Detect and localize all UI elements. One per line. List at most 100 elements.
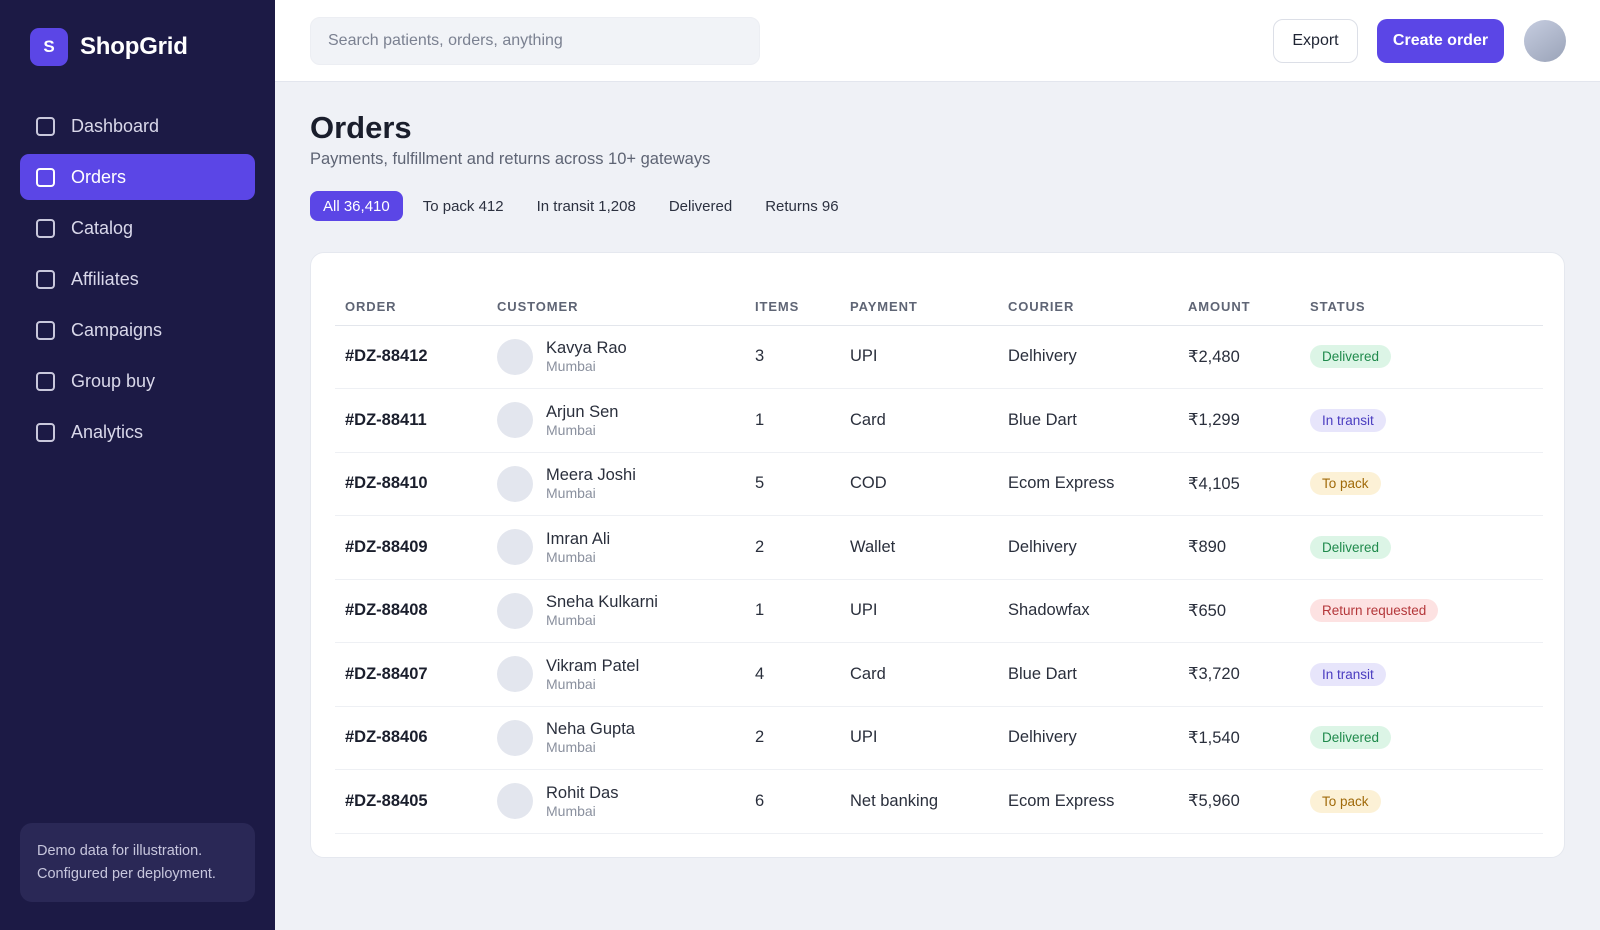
order-amount: ₹4,105 <box>1178 452 1300 516</box>
payment-method: Wallet <box>840 515 998 580</box>
table-row[interactable]: #DZ-88411 Arjun Sen Mumbai 1 Card Blue D… <box>335 388 1543 453</box>
customer-name: Neha Gupta <box>546 720 635 739</box>
status-badge: Delivered <box>1310 345 1392 369</box>
sidebar-item-affiliates[interactable]: Affiliates <box>20 256 255 302</box>
order-id[interactable]: #DZ-88406 <box>335 706 487 770</box>
sidebar-item-orders[interactable]: Orders <box>20 154 255 200</box>
export-button[interactable]: Export <box>1273 19 1358 63</box>
customer-city: Mumbai <box>546 485 596 502</box>
column-header-customer[interactable]: CUSTOMER <box>487 289 745 326</box>
order-amount: ₹5,960 <box>1178 769 1300 834</box>
customer-cell: Arjun Sen Mumbai <box>487 388 745 453</box>
customer-avatar <box>497 465 533 502</box>
order-amount: ₹1,540 <box>1178 706 1300 770</box>
sidebar-item-label: Analytics <box>71 421 144 442</box>
order-id[interactable]: #DZ-88409 <box>335 515 487 580</box>
payment-method: UPI <box>840 325 998 389</box>
sidebar-item-campaigns[interactable]: Campaigns <box>20 307 255 353</box>
app-name: ShopGrid <box>80 33 188 60</box>
tab-returns[interactable]: Returns 96 <box>765 197 839 215</box>
square-icon <box>36 167 55 187</box>
table-row[interactable]: #DZ-88409 Imran Ali Mumbai 2 Wallet Delh… <box>335 515 1543 580</box>
customer-name: Rohit Das <box>546 783 619 802</box>
customer-city: Mumbai <box>546 548 596 565</box>
table-row[interactable]: #DZ-88406 Neha Gupta Mumbai 2 UPI Delhiv… <box>335 706 1543 770</box>
sidebar-item-label: Catalog <box>71 217 134 238</box>
courier-name: Ecom Express <box>998 452 1178 516</box>
customer-name: Imran Ali <box>546 529 611 548</box>
status-badge: Return requested <box>1310 599 1439 623</box>
tab-delivered[interactable]: Delivered <box>668 197 733 215</box>
customer-cell: Vikram Patel Mumbai <box>487 642 745 707</box>
customer-city: Mumbai <box>546 739 596 756</box>
square-icon <box>36 218 55 238</box>
sidebar-item-label: Affiliates <box>71 268 139 289</box>
courier-name: Blue Dart <box>998 642 1178 707</box>
payment-method: COD <box>840 452 998 516</box>
items-count: 5 <box>745 452 840 516</box>
status-cell: Delivered <box>1300 325 1543 389</box>
tab-in-transit[interactable]: In transit 1,208 <box>536 197 636 215</box>
status-cell: To pack <box>1300 769 1543 834</box>
status-badge: To pack <box>1310 472 1381 496</box>
table-header-row: ORDER CUSTOMER ITEMS PAYMENT COURIER AMO… <box>335 289 1543 326</box>
customer-city: Mumbai <box>546 802 596 819</box>
customer-name: Kavya Rao <box>546 339 627 358</box>
customer-avatar <box>497 592 533 629</box>
payment-method: UPI <box>840 706 998 770</box>
order-amount: ₹890 <box>1178 515 1300 580</box>
order-amount: ₹1,299 <box>1178 388 1300 453</box>
create-order-button[interactable]: Create order <box>1377 19 1504 63</box>
user-avatar[interactable] <box>1524 20 1566 62</box>
customer-cell: Neha Gupta Mumbai <box>487 706 745 770</box>
items-count: 4 <box>745 642 840 707</box>
sidebar-item-dashboard[interactable]: Dashboard <box>20 103 255 149</box>
column-header-amount[interactable]: AMOUNT <box>1178 289 1300 326</box>
sidebar-item-analytics[interactable]: Analytics <box>20 409 255 455</box>
status-cell: To pack <box>1300 452 1543 516</box>
square-icon <box>36 116 55 136</box>
order-id[interactable]: #DZ-88411 <box>335 388 487 453</box>
customer-cell: Rohit Das Mumbai <box>487 769 745 834</box>
courier-name: Ecom Express <box>998 769 1178 834</box>
customer-avatar <box>497 656 533 693</box>
customer-city: Mumbai <box>546 675 596 692</box>
square-icon <box>36 320 55 340</box>
courier-name: Delhivery <box>998 515 1178 580</box>
sidebar-nav: Dashboard Orders Catalog Affiliates Camp… <box>20 103 255 460</box>
page-title: Orders <box>310 110 412 145</box>
tab-all[interactable]: All 36,410 <box>310 191 403 221</box>
search-input[interactable] <box>310 17 760 65</box>
items-count: 2 <box>745 515 840 580</box>
column-header-payment[interactable]: PAYMENT <box>840 289 998 326</box>
table-row[interactable]: #DZ-88405 Rohit Das Mumbai 6 Net banking… <box>335 769 1543 834</box>
payment-method: Card <box>840 388 998 453</box>
order-id[interactable]: #DZ-88407 <box>335 642 487 707</box>
order-id[interactable]: #DZ-88412 <box>335 325 487 389</box>
column-header-order[interactable]: ORDER <box>335 289 487 326</box>
brand[interactable]: S ShopGrid <box>30 28 188 66</box>
items-count: 1 <box>745 579 840 643</box>
customer-avatar <box>497 402 533 439</box>
tab-to-pack[interactable]: To pack 412 <box>422 197 504 215</box>
column-header-status[interactable]: STATUS <box>1300 289 1543 326</box>
table-row[interactable]: #DZ-88410 Meera Joshi Mumbai 5 COD Ecom … <box>335 452 1543 516</box>
orders-card: ORDER CUSTOMER ITEMS PAYMENT COURIER AMO… <box>310 252 1565 858</box>
logo-icon: S <box>30 28 68 66</box>
order-amount: ₹650 <box>1178 579 1300 643</box>
customer-name: Sneha Kulkarni <box>546 593 658 612</box>
sidebar-item-label: Dashboard <box>71 115 160 136</box>
order-id[interactable]: #DZ-88408 <box>335 579 487 643</box>
order-amount: ₹3,720 <box>1178 642 1300 707</box>
table-row[interactable]: #DZ-88408 Sneha Kulkarni Mumbai 1 UPI Sh… <box>335 579 1543 643</box>
column-header-items[interactable]: ITEMS <box>745 289 840 326</box>
column-header-courier[interactable]: COURIER <box>998 289 1178 326</box>
order-id[interactable]: #DZ-88410 <box>335 452 487 516</box>
table-row[interactable]: #DZ-88412 Kavya Rao Mumbai 3 UPI Delhive… <box>335 325 1543 389</box>
table-row[interactable]: #DZ-88407 Vikram Patel Mumbai 4 Card Blu… <box>335 642 1543 707</box>
sidebar-item-catalog[interactable]: Catalog <box>20 205 255 251</box>
order-id[interactable]: #DZ-88405 <box>335 769 487 834</box>
demo-note-line: Demo data for illustration. <box>37 843 203 859</box>
payment-method: Net banking <box>840 769 998 834</box>
sidebar-item-group-buy[interactable]: Group buy <box>20 358 255 404</box>
